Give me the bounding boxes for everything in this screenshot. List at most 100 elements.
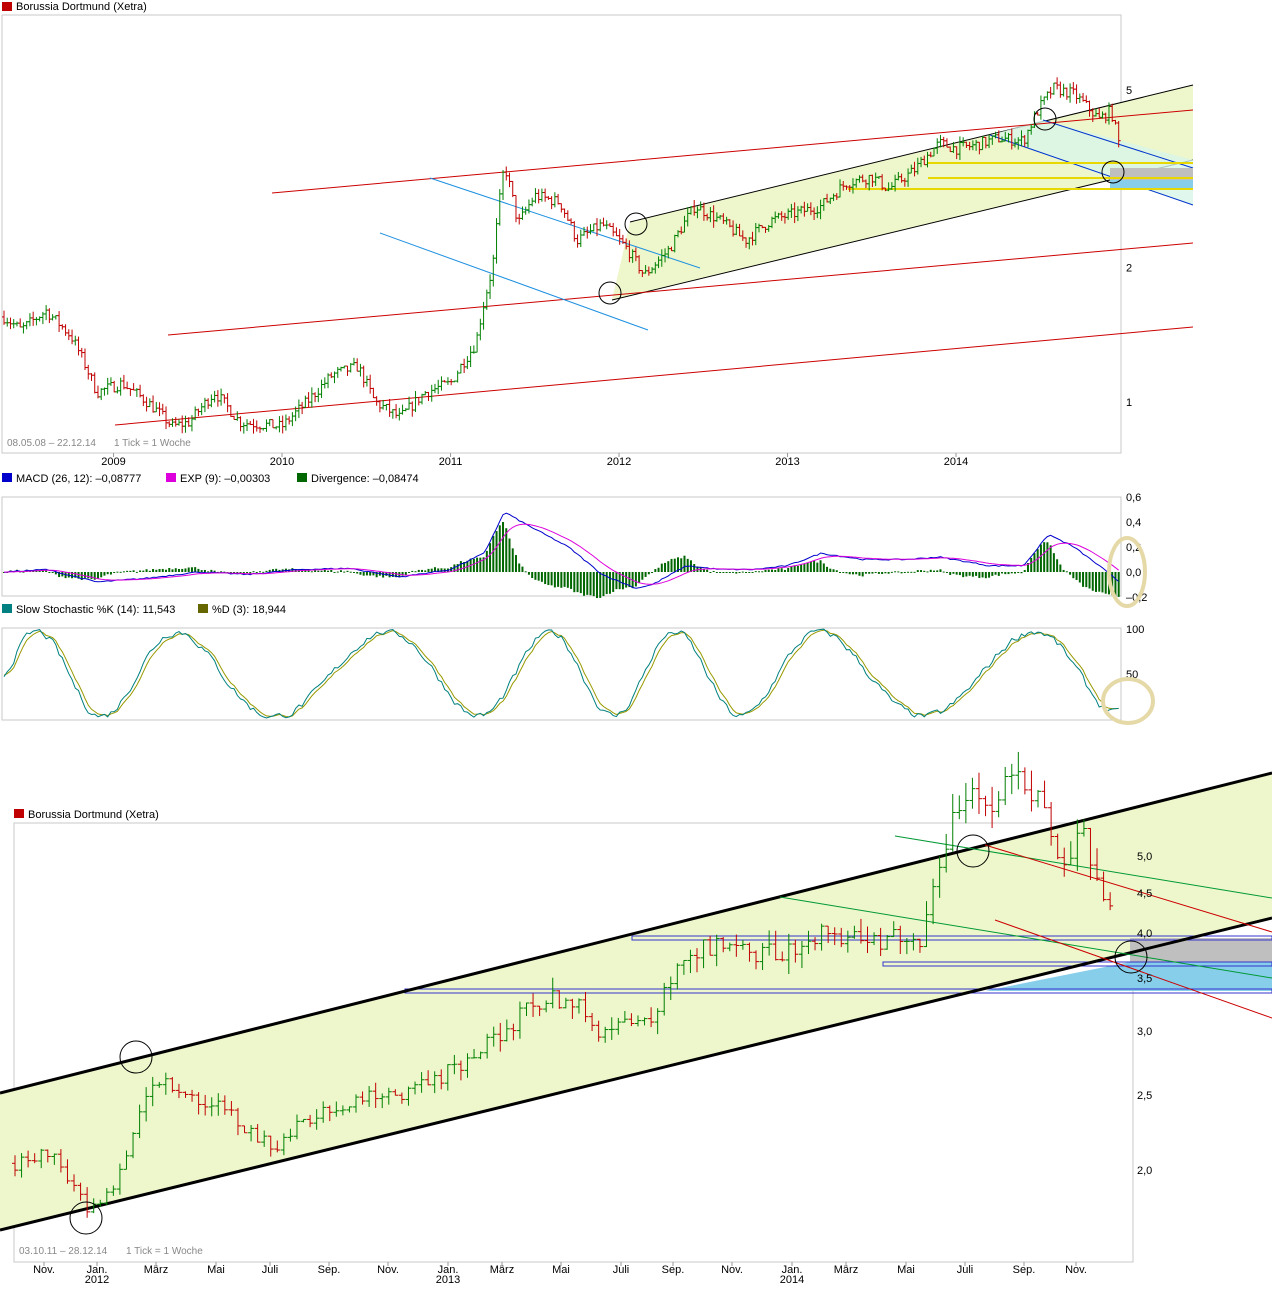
divergence-bar-125	[408, 572, 411, 573]
divergence-bar-56	[184, 568, 187, 572]
bottom-pivot-2012-high	[119, 1040, 153, 1074]
divergence-bar-153	[498, 525, 501, 572]
divergence-bar-190	[618, 572, 621, 590]
divergence-bar-196	[638, 572, 641, 584]
bottom-footer-tick: 1 Tick = 1 Woche	[126, 1246, 203, 1257]
divergence-bar-64	[210, 569, 213, 572]
divergence-bar-12	[41, 569, 44, 572]
divergence-bar-231	[751, 572, 754, 573]
divergence-bar-275	[894, 571, 897, 573]
divergence-bar-305	[991, 572, 994, 576]
divergence-bar-41	[135, 571, 138, 573]
divergence-bar-185	[602, 572, 605, 597]
bottom-red-line-1	[984, 844, 1272, 933]
divergence-bar-310	[1007, 572, 1010, 575]
divergence-bar-262	[851, 572, 854, 575]
divergence-bar-245	[796, 565, 799, 572]
divergence-bar-62	[203, 569, 206, 572]
divergence-bar-126	[411, 570, 414, 572]
bottom-xtick-15: Mai	[897, 1264, 915, 1276]
divergence-bar-26	[87, 572, 90, 579]
divergence-bar-325	[1056, 559, 1059, 572]
bottom-xtick-11: Sep.	[662, 1264, 685, 1276]
top-legend-swatch	[2, 2, 12, 11]
divergence-bar-265	[861, 572, 864, 577]
stoch-ytick-100: 100	[1126, 624, 1144, 636]
divergence-bar-288	[936, 570, 939, 572]
divergence-bar-277	[900, 572, 903, 574]
divergence-bar-344	[1117, 572, 1120, 597]
divergence-bar-247	[803, 564, 806, 572]
bottom-year-2014: 2014	[780, 1274, 804, 1286]
divergence-bar-72	[236, 572, 239, 574]
macd-legend-swatch	[2, 473, 12, 482]
divergence-bar-256	[832, 569, 835, 572]
divergence-bar-286	[929, 569, 932, 572]
divergence-bar-77	[252, 571, 255, 573]
top-chart: Borussia Dortmund (Xetra) 125 2009 2010 20…	[1, 1, 1194, 468]
bottom-xtick-7: Jan.	[438, 1264, 459, 1276]
divergence-bar-327	[1062, 569, 1065, 572]
divergence-bar-294	[955, 572, 958, 575]
div-legend: Divergence: –0,08474	[311, 473, 419, 485]
divergence-bar-36	[119, 571, 122, 573]
divergence-bar-34	[113, 572, 116, 573]
top-x-axis: 2009 2010 2011 2012 2013 2014	[101, 453, 968, 468]
bottom-red-line-2	[994, 919, 1272, 1019]
divergence-bar-75	[246, 572, 249, 573]
divergence-bar-201	[654, 569, 657, 572]
divergence-bar-317	[1030, 557, 1033, 572]
divergence-bar-312	[1014, 572, 1016, 574]
exp-line	[4, 523, 1120, 585]
macd-ytick-3: 0,0	[1126, 567, 1141, 579]
divergence-bar-260	[845, 572, 848, 574]
divergence-bar-268	[871, 572, 874, 574]
divergence-bar-251	[816, 562, 819, 572]
divergence-bar-263	[855, 572, 858, 575]
divergence-bar-139	[453, 564, 456, 572]
divergence-bar-208	[677, 557, 679, 572]
divergence-bar-219	[712, 570, 715, 572]
divergence-bar-322	[1046, 542, 1049, 572]
divergence-bar-257	[835, 570, 838, 572]
divergence-bar-244	[793, 565, 796, 572]
divergence-bar-283	[920, 570, 923, 572]
divergence-bar-160	[521, 566, 524, 572]
stoch-k-legend-swatch	[2, 604, 12, 613]
divergence-bar-78	[255, 572, 258, 573]
divergence-bar-90	[294, 568, 297, 572]
macd-panel: MACD (26, 12): –0,08777 EXP (9): –0,0030…	[1, 473, 1147, 608]
bottom-zone-line-1	[631, 935, 1272, 941]
divergence-bar-290	[942, 571, 945, 573]
divergence-bar-213	[693, 563, 696, 572]
divergence-bar-328	[1065, 571, 1068, 573]
top-xtick-2010: 2010	[270, 456, 294, 468]
divergence-bar-178	[579, 572, 582, 594]
divergence-bar-233	[758, 571, 761, 573]
divergence-bar-127	[414, 571, 417, 573]
divergence-bar-333	[1082, 572, 1085, 587]
divergence-bar-204	[664, 562, 667, 572]
bottom-ytick-0: 2,0	[1137, 1165, 1152, 1177]
divergence-bar-332	[1078, 572, 1081, 583]
top-pivot-markers	[598, 107, 1125, 305]
divergence-bar-115	[375, 572, 378, 578]
divergence-bar-234	[761, 571, 764, 573]
macd-legend: MACD (26, 12): –0,08777	[16, 473, 141, 485]
divergence-bar-320	[1039, 544, 1042, 572]
divergence-bar-104	[340, 570, 342, 572]
divergence-bar-193	[628, 572, 631, 588]
bottom-year-2013: 2013	[436, 1274, 460, 1286]
divergence-bar-167	[544, 572, 547, 585]
top-legend: Borussia Dortmund (Xetra)	[16, 1, 147, 13]
divergence-bar-83	[271, 569, 274, 572]
divergence-bar-298	[968, 572, 971, 576]
bottom-pivot-markers	[69, 834, 1148, 1235]
divergence-bar-198	[644, 572, 647, 577]
divergence-bar-171	[557, 572, 560, 587]
stoch-plot-frame	[1, 627, 1122, 721]
bottom-xtick-2: März	[144, 1264, 168, 1276]
divergence-bar-102	[333, 571, 336, 573]
top-xtick-2009: 2009	[101, 456, 125, 468]
divergence-bar-135	[440, 568, 443, 572]
